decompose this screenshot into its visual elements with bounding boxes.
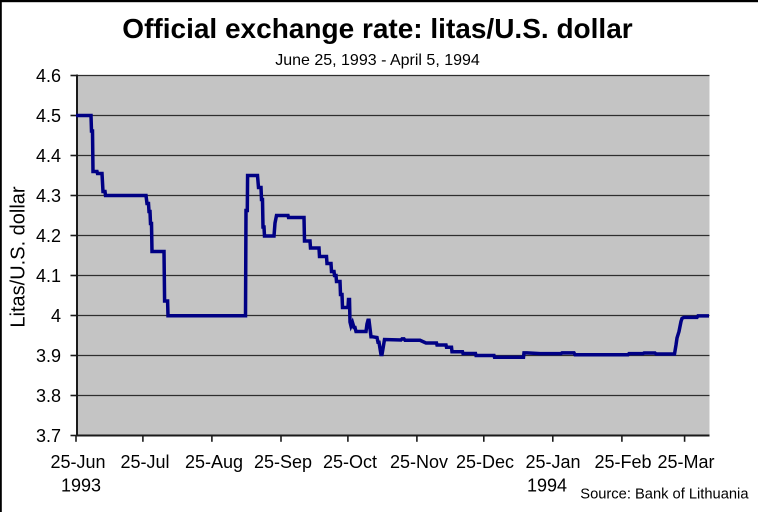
svg-text:25-Oct: 25-Oct <box>323 452 377 472</box>
svg-text:25-Feb: 25-Feb <box>594 452 651 472</box>
svg-text:3.8: 3.8 <box>36 386 61 406</box>
svg-text:25-Nov: 25-Nov <box>390 452 448 472</box>
svg-text:1993: 1993 <box>61 476 101 496</box>
svg-text:June 25, 1993 - April 5, 1994: June 25, 1993 - April 5, 1994 <box>275 52 480 69</box>
svg-text:4.6: 4.6 <box>36 66 61 86</box>
svg-text:25-Dec: 25-Dec <box>456 452 514 472</box>
svg-text:Source: Bank of Lithuania: Source: Bank of Lithuania <box>580 487 749 503</box>
svg-text:25-Mar: 25-Mar <box>657 452 714 472</box>
svg-text:3.7: 3.7 <box>36 426 61 446</box>
svg-text:3.9: 3.9 <box>36 346 61 366</box>
svg-text:25-Aug: 25-Aug <box>185 452 243 472</box>
svg-text:Official exchange rate: litas/: Official exchange rate: litas/U.S. dolla… <box>122 13 632 44</box>
svg-text:25-Jun: 25-Jun <box>50 452 105 472</box>
svg-text:4.4: 4.4 <box>36 146 61 166</box>
svg-text:4.5: 4.5 <box>36 106 61 126</box>
svg-text:4.2: 4.2 <box>36 226 61 246</box>
svg-text:4.1: 4.1 <box>36 266 61 286</box>
svg-text:25-Sep: 25-Sep <box>254 452 312 472</box>
svg-text:4: 4 <box>51 306 61 326</box>
svg-text:25-Jul: 25-Jul <box>120 452 169 472</box>
svg-text:1994: 1994 <box>527 476 567 496</box>
svg-text:4.3: 4.3 <box>36 186 61 206</box>
svg-text:25-Jan: 25-Jan <box>525 452 580 472</box>
svg-text:Litas/U.S. dollar: Litas/U.S. dollar <box>8 186 30 328</box>
